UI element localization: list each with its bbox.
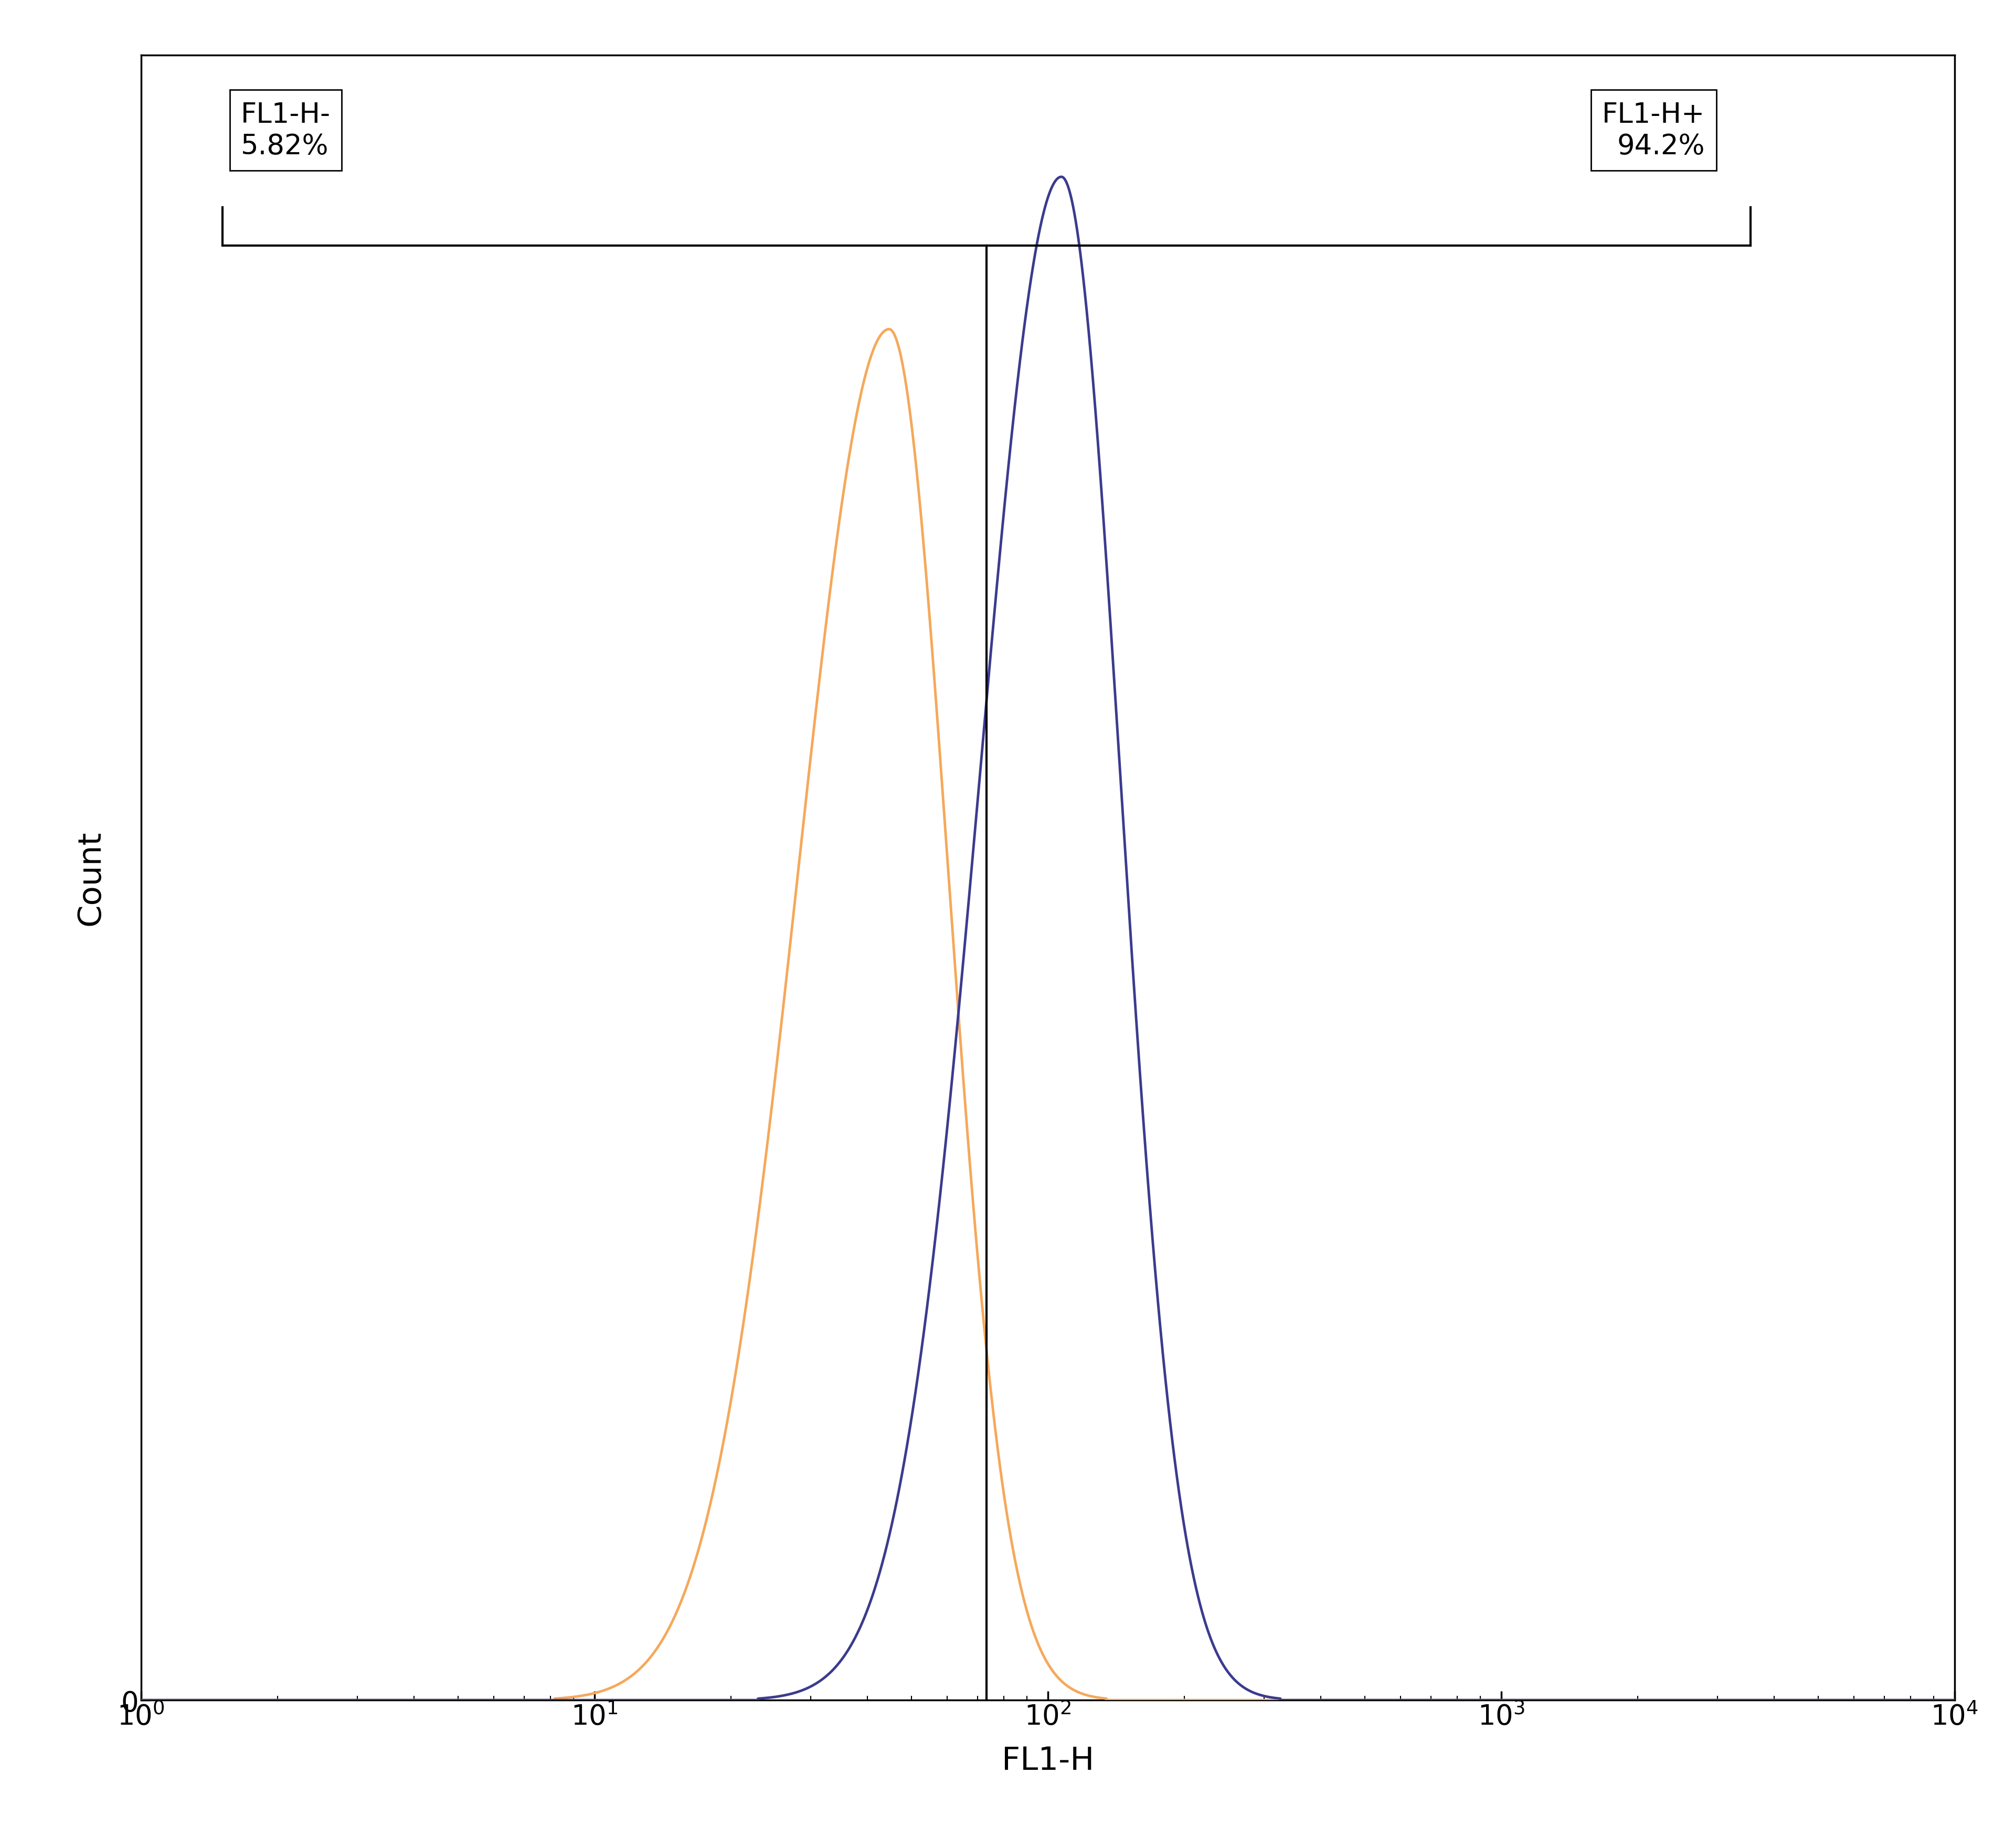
Y-axis label: Count: Count (75, 830, 107, 926)
Text: FL1-H-
5.82%: FL1-H- 5.82% (242, 102, 330, 161)
X-axis label: FL1-H: FL1-H (1001, 1745, 1094, 1776)
Text: FL1-H+
94.2%: FL1-H+ 94.2% (1602, 102, 1705, 161)
